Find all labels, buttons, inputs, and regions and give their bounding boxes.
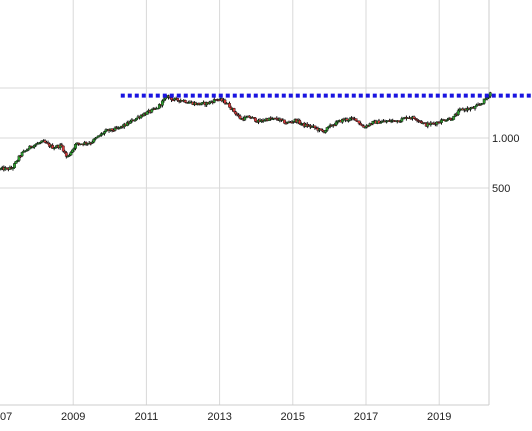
candle-up [69, 152, 73, 156]
candle-down [357, 120, 361, 124]
candle-up [72, 148, 76, 151]
candle-up [469, 108, 472, 110]
candle-up [485, 97, 489, 100]
candle-down [238, 115, 242, 120]
candle-up [20, 152, 24, 157]
candle-down [247, 115, 251, 118]
x-tick-label: 2013 [207, 411, 231, 423]
candle-up [244, 116, 248, 119]
candle-up [379, 122, 382, 124]
candle-up [26, 148, 30, 151]
candle-up [93, 137, 97, 140]
candle-up [435, 121, 439, 125]
candle-up [103, 131, 106, 134]
candle-up [456, 110, 460, 115]
candle-up [150, 109, 154, 113]
candle-up [325, 127, 329, 131]
candle-down [60, 144, 64, 147]
candle-up [452, 115, 456, 120]
grid-layer [0, 0, 490, 406]
candle-down [176, 98, 180, 101]
candle-down [254, 117, 257, 122]
candle-up [243, 116, 247, 121]
candle-down [228, 103, 231, 108]
candles-layer [0, 91, 492, 172]
candle-down [313, 125, 317, 128]
candle-down [43, 140, 47, 143]
y-tick-label: 1.000 [492, 133, 520, 145]
candle-down [412, 116, 416, 119]
candle-up [488, 92, 492, 97]
candle-up [17, 155, 21, 161]
candle-down [183, 100, 187, 103]
candle-up [482, 98, 486, 104]
candle-up [371, 121, 375, 125]
candle-down [359, 123, 363, 126]
candle-down [77, 142, 80, 145]
candle-up [128, 121, 132, 124]
candle-up [400, 118, 404, 122]
candle-down [61, 145, 65, 152]
candle-up [446, 119, 449, 121]
candle-down [354, 118, 358, 121]
candle-up [95, 136, 99, 139]
candle-down [283, 119, 286, 124]
candle-down [84, 142, 88, 145]
candle-up [135, 117, 138, 121]
y-tick-label: 500 [492, 183, 510, 195]
candle-down [223, 99, 227, 104]
candle-up [340, 118, 344, 123]
candle-down [232, 108, 236, 112]
x-tick-label: 2009 [61, 411, 85, 423]
candle-up [161, 100, 164, 106]
candle-up [473, 106, 477, 109]
candle-up [440, 119, 443, 123]
candle-down [110, 128, 114, 131]
candle-down [345, 118, 349, 121]
x-tick-label: 2015 [281, 411, 305, 423]
axis-labels-layer: 07 2009 2011 2013 2015 2017 2019 1.000 500 [0, 133, 520, 423]
candle-up [450, 119, 454, 121]
x-tick-label: 2017 [354, 411, 378, 423]
candle-down [234, 111, 238, 115]
x-tick-label: 2019 [427, 411, 451, 423]
candle-down [298, 119, 302, 124]
candle-up [162, 98, 166, 102]
x-tick-label: 07 [0, 411, 12, 423]
candle-up [92, 138, 96, 143]
candle-up [212, 99, 216, 103]
candle-down [170, 97, 173, 101]
candle-up [71, 149, 74, 153]
x-tick-label: 2011 [135, 411, 159, 423]
candle-down [64, 152, 68, 157]
candle-up [14, 161, 18, 164]
candle-up [74, 144, 77, 149]
candle-up [324, 130, 327, 133]
candle-up [145, 111, 149, 115]
candle-down [420, 121, 424, 124]
candle-up [34, 144, 38, 146]
candle-up [13, 163, 16, 168]
